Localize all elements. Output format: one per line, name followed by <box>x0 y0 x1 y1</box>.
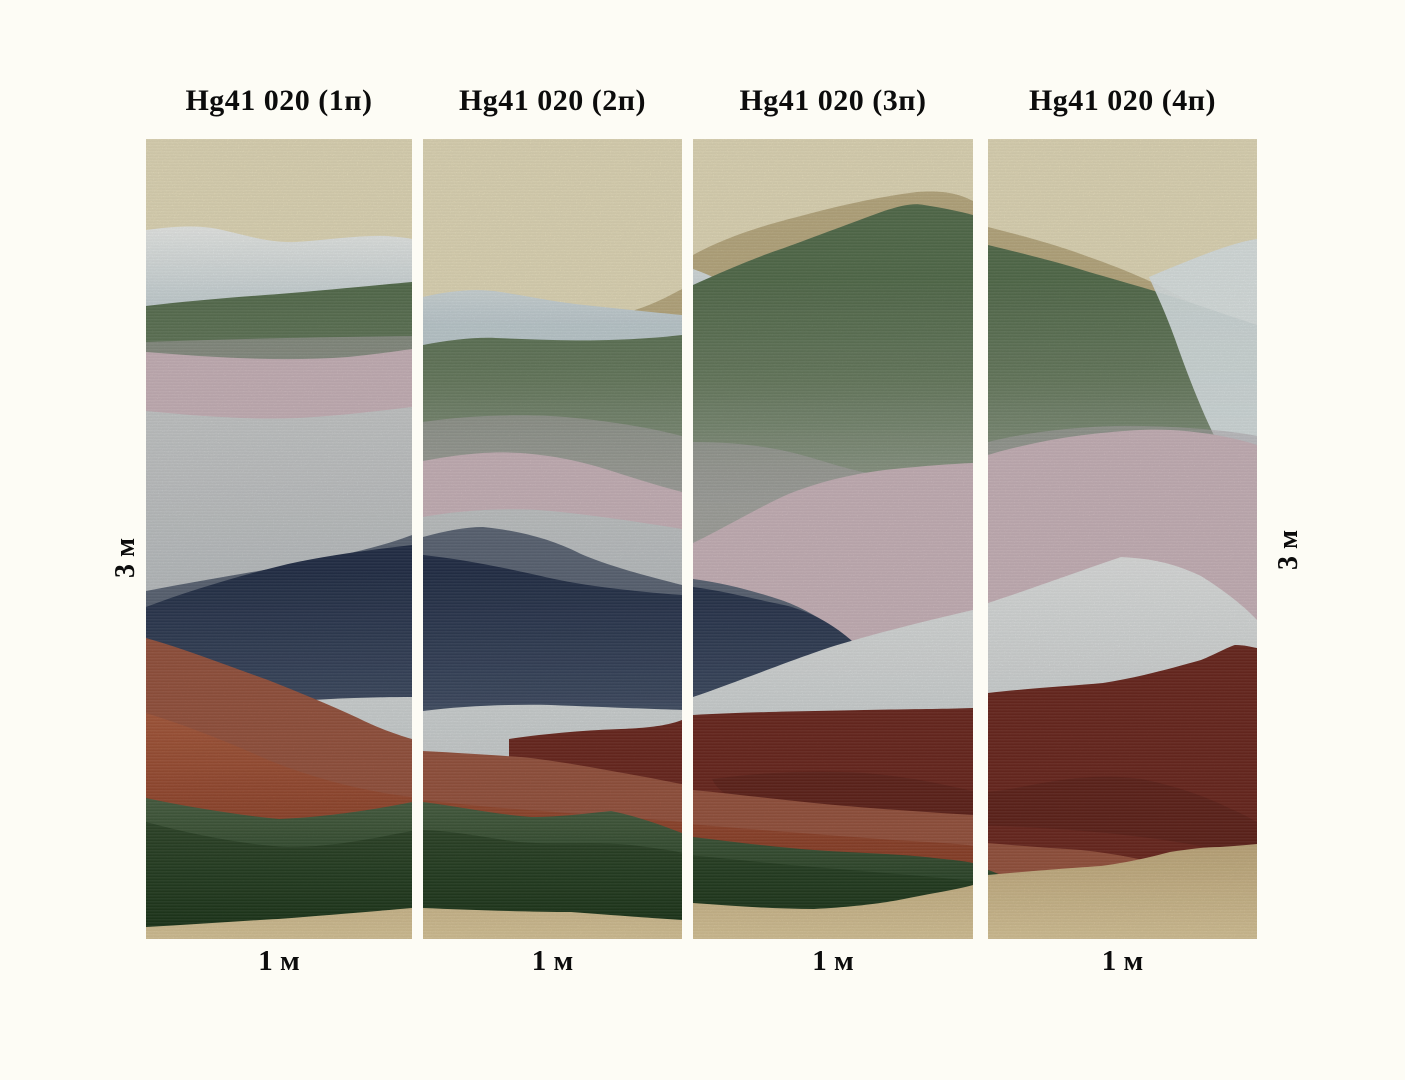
mural-strip-3-image <box>693 139 973 939</box>
mural-strip-2-image <box>423 139 682 939</box>
width-label-3: 1 м <box>812 945 854 977</box>
height-label-left: 3 м <box>110 537 141 579</box>
mural-panel-4 <box>988 139 1257 939</box>
width-label-2: 1 м <box>531 945 574 977</box>
panel-title-1: Hg41 020 (1п) <box>185 84 373 117</box>
mural-panel-1 <box>146 139 412 939</box>
mural-strip-4-image <box>988 139 1257 939</box>
width-label-1: 1 м <box>258 945 300 977</box>
mural-strip-1-image <box>146 139 412 939</box>
height-label-right: 3 м <box>1273 529 1304 571</box>
mural-panel-2 <box>423 139 682 939</box>
panel-title-3: Hg41 020 (3п) <box>739 84 927 117</box>
width-label-4: 1 м <box>1101 945 1144 977</box>
panel-title-2: Hg41 020 (2п) <box>458 84 647 117</box>
mural-panel-3 <box>693 139 973 939</box>
panel-title-4: Hg41 020 (4п) <box>1028 84 1217 117</box>
